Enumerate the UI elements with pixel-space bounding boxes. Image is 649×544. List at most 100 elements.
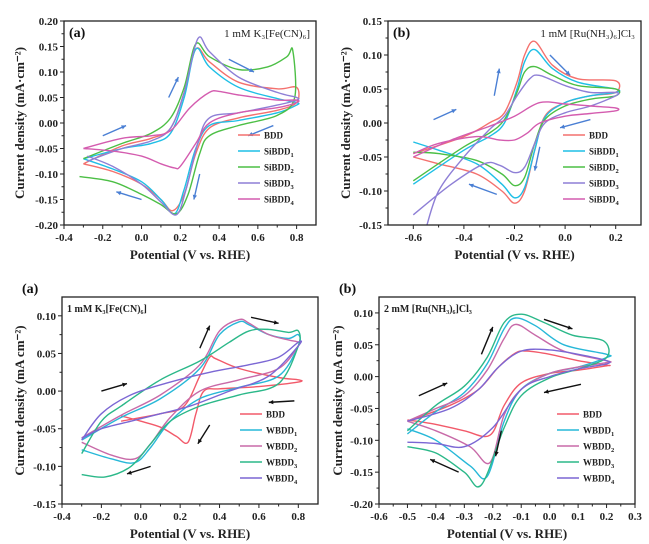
x-tick-label: 0.0 <box>543 511 557 523</box>
arrow-head <box>442 382 448 387</box>
legend-entry: WBDD1 <box>583 426 614 439</box>
chart-panel-4: -0.6 -0.5 -0.4 -0.3 -0.2 -0.1 0.0 0.1 0.2 0.3 -0.2… <box>330 282 642 541</box>
series-group <box>79 36 300 216</box>
arrow-head <box>496 68 501 74</box>
y-tick-label: 0.15 <box>39 42 59 54</box>
arrow-head <box>565 70 571 76</box>
condition-annotation: 2 mM [Ru(NH₃)₆]Cl₃ <box>384 304 472 315</box>
arrow-head <box>489 326 494 332</box>
y-tick-label: -0.15 <box>359 220 382 232</box>
series-line-sibdd1 <box>83 47 300 215</box>
series-line-wbdd3 <box>406 313 610 488</box>
x-tick-label: 0.1 <box>571 511 585 523</box>
x-tick-label: -0.3 <box>456 511 474 523</box>
y-tick-label: 0.15 <box>363 16 383 28</box>
y-axis-label: Current density (mA cm⁻²) <box>330 325 345 475</box>
x-tick-label: 0.8 <box>291 511 305 523</box>
legend-entry: BDD <box>583 410 603 420</box>
arrow-head <box>451 109 457 114</box>
y-tick-label: -0.05 <box>359 152 382 164</box>
y-axis-label: Current density (mA·cm⁻²) <box>12 47 27 199</box>
y-axis-label: Current density (mA cm⁻²) <box>12 325 27 475</box>
legend-entry: WBDD2 <box>266 442 297 455</box>
x-tick-label: -0.2 <box>94 232 112 244</box>
x-tick-label: -0.4 <box>53 511 71 523</box>
x-tick-label: -0.4 <box>455 232 473 244</box>
x-axis-label: Potential (V vs. RHE) <box>454 247 574 262</box>
arrow-head <box>543 389 549 394</box>
x-tick-label: 0.2 <box>173 511 187 523</box>
arrow-head <box>567 325 573 330</box>
scan-direction-arrow <box>480 326 494 355</box>
scan-direction-arrow <box>429 458 459 473</box>
y-tick-label: -0.15 <box>350 467 373 479</box>
arrow-head <box>560 124 565 129</box>
y-tick-label: 0.10 <box>363 50 383 62</box>
series-line-wbdd2 <box>407 323 612 465</box>
x-tick-label: -0.4 <box>427 511 445 523</box>
series-group <box>412 40 621 225</box>
arrow-head <box>248 68 254 72</box>
arrow-head <box>468 183 474 188</box>
x-tick-label: -0.2 <box>93 511 111 523</box>
x-tick-label: 0.2 <box>600 511 614 523</box>
y-tick-label: -0.10 <box>33 461 56 473</box>
y-tick-label: 0.10 <box>354 308 374 320</box>
arrow-head <box>268 399 274 405</box>
y-tick-label: 0.05 <box>354 340 374 352</box>
series-line-wbdd4 <box>407 348 611 449</box>
y-tick-label: 0.20 <box>39 16 59 28</box>
scan-direction-arrow <box>250 316 279 325</box>
y-tick-label: -0.15 <box>33 499 56 511</box>
y-tick-label: -0.05 <box>33 424 56 436</box>
x-tick-label: -0.4 <box>55 232 73 244</box>
scan-direction-arrow <box>247 124 274 137</box>
x-tick-label: 0.2 <box>609 232 623 244</box>
series-line-sibdd1 <box>412 48 621 199</box>
legend-entry: WBDD1 <box>266 426 297 439</box>
x-axis-label: Potential (V vs. RHE) <box>130 247 250 262</box>
arrow-head <box>116 191 122 196</box>
chart-panel-1: -0.4 -0.2 0.0 0.2 0.4 0.6 0.8 -0.20 -0.15 -0.10 -0… <box>12 16 317 262</box>
y-tick-label: 0.10 <box>37 311 57 323</box>
condition-annotation: 1 mM K₃[Fe(CN)₆] <box>224 28 310 40</box>
y-tick-label: -0.10 <box>350 435 373 447</box>
arrow-head <box>192 194 197 200</box>
x-tick-label: 0.0 <box>558 232 572 244</box>
arrow-head <box>430 459 436 464</box>
y-tick-label: -0.20 <box>35 220 58 232</box>
legend-entry: SiBDD2 <box>264 163 294 176</box>
condition-annotation: 1 mM [Ru(NH₃)₆]Cl₃ <box>540 28 635 40</box>
scan-direction-arrow <box>418 382 448 397</box>
series-line-bdd <box>120 355 303 444</box>
arrow-head <box>205 325 210 331</box>
arrow-head <box>121 125 127 130</box>
x-axis-label: Potential (V vs. RHE) <box>447 526 567 541</box>
chart-panel-3: -0.4 -0.2 0.0 0.2 0.4 0.6 0.8 -0.15 -0.10 -0.05 0.… <box>12 282 319 541</box>
x-tick-label: 0.6 <box>251 232 265 244</box>
x-tick-label: 0.0 <box>134 511 148 523</box>
legend-entry: WBDD3 <box>583 458 615 471</box>
scan-direction-arrow <box>543 383 582 394</box>
scan-direction-arrow <box>493 68 501 96</box>
x-tick-label: -0.6 <box>405 232 423 244</box>
y-tick-label: 0.00 <box>363 118 383 130</box>
y-tick-label: 0.00 <box>39 118 59 130</box>
condition-annotation: 1 mM K₃[Fe(CN)₆] <box>67 304 147 315</box>
legend-entry: BDD <box>266 410 286 420</box>
x-tick-label: -0.2 <box>506 232 524 244</box>
arrow-head <box>174 77 179 83</box>
legend-entry: SiBDD1 <box>264 147 294 160</box>
arrow-head <box>122 382 127 387</box>
scan-direction-arrow <box>559 118 591 129</box>
x-tick-label: 0.3 <box>628 511 642 523</box>
x-tick-label: -0.1 <box>513 511 530 523</box>
x-tick-label: 0.2 <box>173 232 187 244</box>
legend-entry: BDD <box>589 131 609 141</box>
series-line-wbdd3 <box>81 328 301 478</box>
series-group <box>81 318 303 478</box>
series-line-sibdd4 <box>413 101 620 158</box>
y-tick-label: 0.05 <box>37 348 57 360</box>
legend-entry: WBDD4 <box>583 474 615 487</box>
